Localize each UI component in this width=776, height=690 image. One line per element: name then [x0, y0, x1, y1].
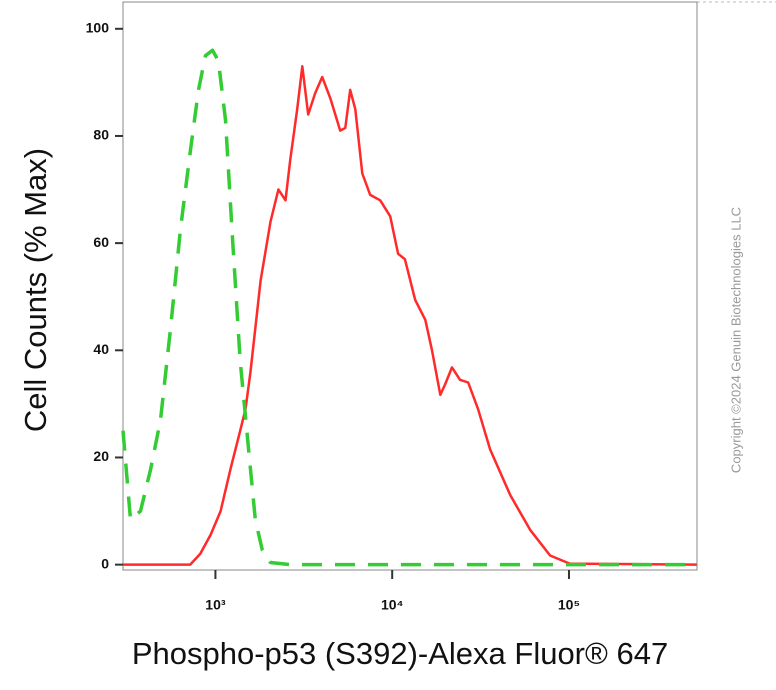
copyright: Copyright ©2024 Genuin Biotechnologies L…	[728, 207, 743, 473]
y-tick-label: 0	[101, 555, 109, 571]
x-axis-label: Phospho-p53 (S392)-Alexa Fluor® 647	[132, 636, 668, 671]
x-tick-label: 10³	[205, 597, 226, 613]
x-tick-label: 10⁴	[381, 597, 404, 613]
y-axis-label: Cell Counts (% Max)	[18, 148, 53, 432]
y-tick-label: 80	[93, 127, 109, 143]
y-tick-label: 20	[93, 448, 109, 464]
y-tick-label: 60	[93, 234, 109, 250]
histogram-line	[123, 65, 697, 566]
y-tick-label: 40	[93, 341, 109, 357]
plot-frame	[122, 1, 698, 571]
x-tick-label: 10⁵	[558, 597, 580, 613]
y-tick-label: 100	[86, 19, 110, 35]
histogram-line	[121, 48, 697, 567]
